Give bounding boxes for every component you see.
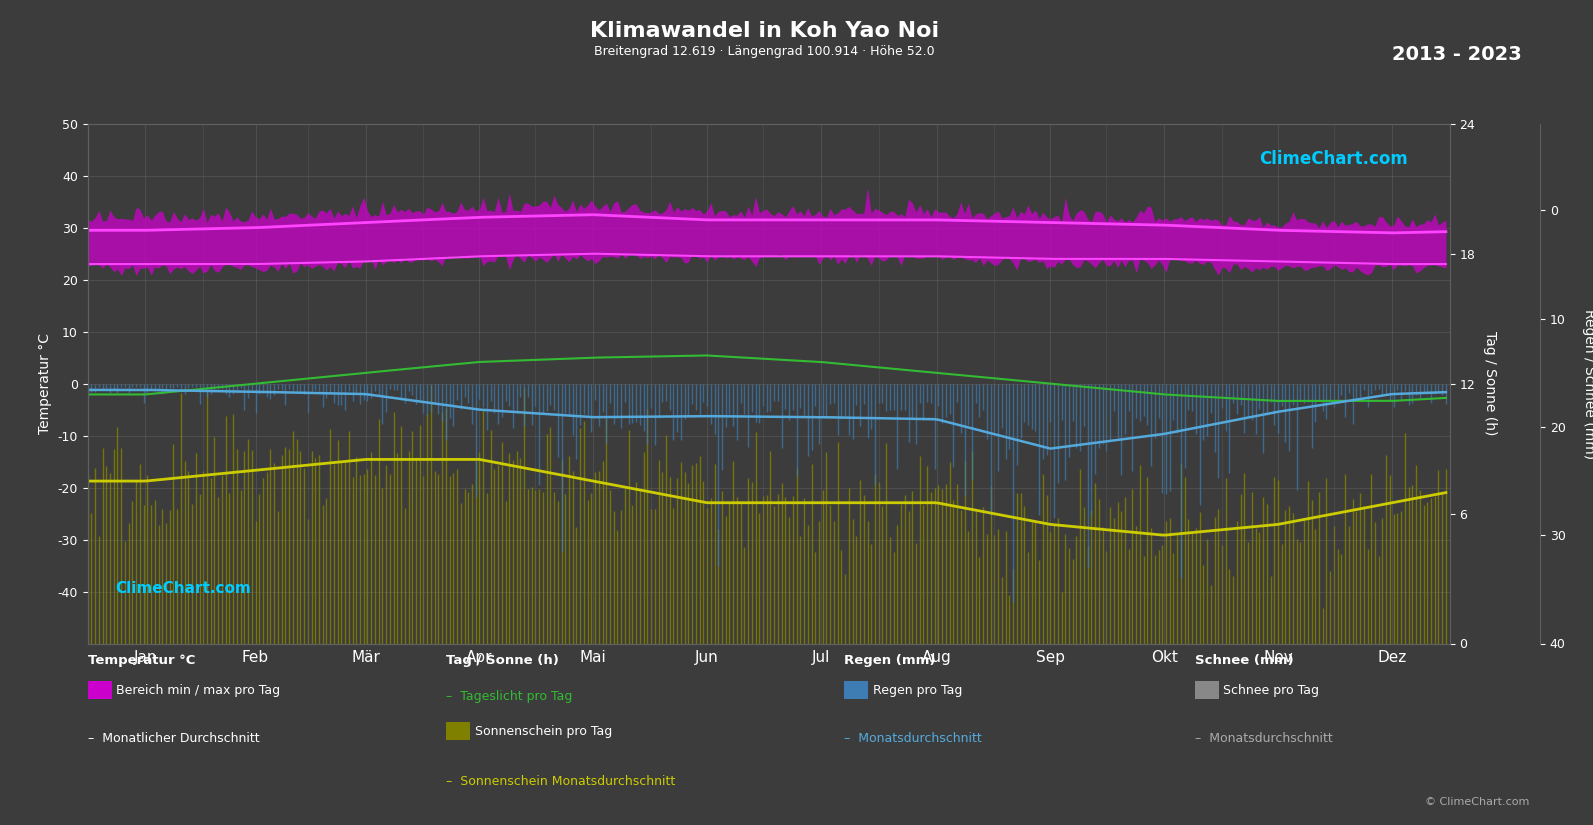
Text: Schnee pro Tag: Schnee pro Tag xyxy=(1223,684,1319,697)
Text: ClimeChart.com: ClimeChart.com xyxy=(115,581,250,596)
Y-axis label: Tag / Sonne (h): Tag / Sonne (h) xyxy=(1483,332,1497,436)
Text: ClimeChart.com: ClimeChart.com xyxy=(1258,150,1408,167)
Text: Klimawandel in Koh Yao Noi: Klimawandel in Koh Yao Noi xyxy=(589,21,940,40)
Text: Bereich min / max pro Tag: Bereich min / max pro Tag xyxy=(116,684,280,697)
Y-axis label: Regen / Schnee (mm): Regen / Schnee (mm) xyxy=(1582,309,1593,459)
Text: Regen pro Tag: Regen pro Tag xyxy=(873,684,962,697)
Text: –  Monatsdurchschnitt: – Monatsdurchschnitt xyxy=(844,732,981,745)
Text: 2013 - 2023: 2013 - 2023 xyxy=(1392,45,1521,64)
Text: Breitengrad 12.619 · Längengrad 100.914 · Höhe 52.0: Breitengrad 12.619 · Längengrad 100.914 … xyxy=(594,45,935,59)
Text: Temperatur °C: Temperatur °C xyxy=(88,654,194,667)
Text: Regen (mm): Regen (mm) xyxy=(844,654,935,667)
Text: –  Sonnenschein Monatsdurchschnitt: – Sonnenschein Monatsdurchschnitt xyxy=(446,776,675,789)
Text: –  Tageslicht pro Tag: – Tageslicht pro Tag xyxy=(446,691,572,704)
Text: Tag / Sonne (h): Tag / Sonne (h) xyxy=(446,654,559,667)
Text: –  Monatsdurchschnitt: – Monatsdurchschnitt xyxy=(1195,732,1332,745)
Y-axis label: Temperatur °C: Temperatur °C xyxy=(38,333,53,434)
Text: –  Monatlicher Durchschnitt: – Monatlicher Durchschnitt xyxy=(88,732,260,745)
Text: © ClimeChart.com: © ClimeChart.com xyxy=(1424,797,1529,807)
Text: Sonnenschein pro Tag: Sonnenschein pro Tag xyxy=(475,725,612,738)
Text: Schnee (mm): Schnee (mm) xyxy=(1195,654,1294,667)
